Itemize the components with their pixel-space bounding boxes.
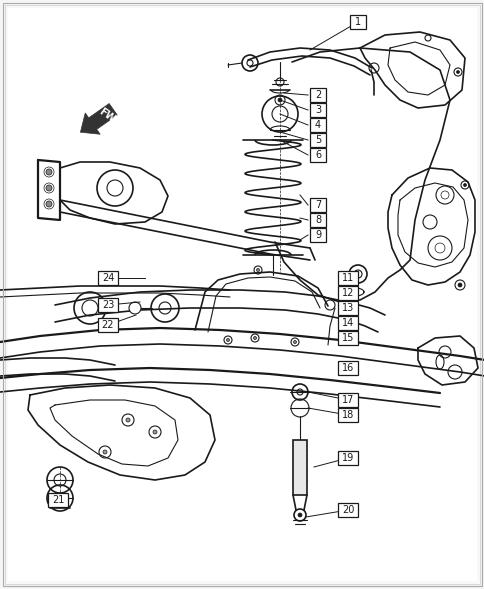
- Circle shape: [455, 71, 458, 74]
- Text: 13: 13: [341, 303, 353, 313]
- Polygon shape: [80, 104, 117, 134]
- Bar: [309, 103, 325, 117]
- Bar: [309, 148, 325, 162]
- Circle shape: [457, 283, 461, 287]
- Bar: [337, 331, 357, 345]
- Circle shape: [297, 513, 302, 517]
- Bar: [309, 118, 325, 132]
- Circle shape: [277, 98, 281, 102]
- Text: 3: 3: [314, 105, 320, 115]
- Text: 12: 12: [341, 288, 353, 298]
- Text: 16: 16: [341, 363, 353, 373]
- Circle shape: [256, 269, 259, 272]
- Bar: [337, 286, 357, 300]
- Text: 21: 21: [52, 495, 64, 505]
- Circle shape: [293, 340, 296, 343]
- Text: 23: 23: [102, 300, 114, 310]
- Circle shape: [103, 450, 107, 454]
- Text: 6: 6: [314, 150, 320, 160]
- Text: 19: 19: [341, 453, 353, 463]
- Text: 17: 17: [341, 395, 353, 405]
- Text: 1: 1: [354, 17, 360, 27]
- Bar: [98, 318, 118, 332]
- Bar: [337, 408, 357, 422]
- Bar: [337, 271, 357, 285]
- Circle shape: [226, 339, 229, 342]
- Circle shape: [129, 302, 141, 314]
- Bar: [337, 393, 357, 407]
- Text: 8: 8: [314, 215, 320, 225]
- Text: 11: 11: [341, 273, 353, 283]
- Circle shape: [46, 185, 52, 191]
- Text: 2: 2: [314, 90, 320, 100]
- Text: 20: 20: [341, 505, 353, 515]
- Text: 4: 4: [314, 120, 320, 130]
- Circle shape: [152, 430, 157, 434]
- Text: 7: 7: [314, 200, 320, 210]
- Circle shape: [463, 184, 466, 187]
- Circle shape: [46, 169, 52, 175]
- Bar: [349, 15, 365, 29]
- Bar: [98, 298, 118, 312]
- Bar: [309, 88, 325, 102]
- Bar: [309, 213, 325, 227]
- Bar: [309, 198, 325, 212]
- Circle shape: [253, 336, 256, 339]
- Circle shape: [46, 201, 52, 207]
- Bar: [337, 316, 357, 330]
- Bar: [48, 493, 68, 507]
- Text: 24: 24: [102, 273, 114, 283]
- Text: 15: 15: [341, 333, 353, 343]
- Text: 9: 9: [314, 230, 320, 240]
- Bar: [337, 301, 357, 315]
- Circle shape: [126, 418, 130, 422]
- Bar: [309, 133, 325, 147]
- Bar: [292, 440, 306, 495]
- Bar: [337, 503, 357, 517]
- Text: 22: 22: [102, 320, 114, 330]
- Bar: [337, 361, 357, 375]
- Text: 5: 5: [314, 135, 320, 145]
- Text: FWD: FWD: [96, 107, 123, 130]
- Text: 18: 18: [341, 410, 353, 420]
- Text: 14: 14: [341, 318, 353, 328]
- Bar: [337, 451, 357, 465]
- Circle shape: [133, 306, 136, 310]
- Bar: [309, 228, 325, 242]
- Bar: [98, 271, 118, 285]
